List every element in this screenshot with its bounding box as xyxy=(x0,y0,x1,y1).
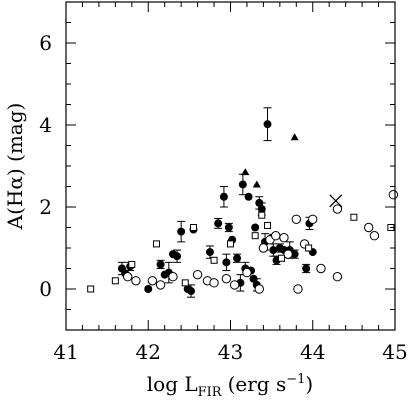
open-square-point xyxy=(152,240,160,248)
open-square-point xyxy=(227,240,234,248)
open-square-point xyxy=(251,232,259,240)
y-axis-label: A(Hα) (mag) xyxy=(3,103,27,231)
filled-circle-point xyxy=(222,258,231,267)
x-tick-label: 45 xyxy=(382,340,407,364)
open-circle-point xyxy=(332,272,343,282)
x-tick-label: 43 xyxy=(218,340,243,364)
open-circle-point xyxy=(271,231,281,241)
x-tick-label: 41 xyxy=(53,340,78,364)
filled-circle-point xyxy=(290,250,299,259)
filled-circle-point xyxy=(238,180,247,189)
filled-circle-point xyxy=(219,192,228,201)
open-circle-point xyxy=(131,276,141,286)
open-circle-point xyxy=(192,269,203,280)
filled-triangle-point xyxy=(252,180,261,188)
filled-circle-point xyxy=(187,287,196,296)
x-tick-label: 44 xyxy=(300,340,325,364)
x-axis-label-units: (erg s xyxy=(228,372,287,396)
filled-circle-point xyxy=(302,264,311,273)
filled-circle-point xyxy=(205,248,214,257)
open-circle-point xyxy=(316,263,326,274)
open-circle-point xyxy=(229,280,240,290)
y-tick-label: 6 xyxy=(39,31,52,55)
open-square-point xyxy=(128,260,136,268)
filled-circle-point xyxy=(251,223,260,232)
open-square-point xyxy=(189,224,197,231)
filled-circle-point xyxy=(156,260,165,269)
filled-triangle-point xyxy=(290,133,299,141)
x-axis-label-subscript: FIR xyxy=(198,385,223,400)
open-square-point xyxy=(350,213,358,221)
x-tick-label: 42 xyxy=(136,340,161,364)
x-axis-label-main: log L xyxy=(147,372,198,396)
open-circle-point xyxy=(308,214,318,225)
open-circle-point xyxy=(209,278,219,288)
open-square-point xyxy=(87,285,95,293)
open-circle-point xyxy=(283,249,293,259)
open-square-point xyxy=(277,254,285,262)
filled-circle-point xyxy=(263,120,272,129)
open-square-point xyxy=(258,211,266,219)
open-circle-point xyxy=(242,267,252,278)
plot-marks xyxy=(87,107,399,298)
open-circle-point xyxy=(168,272,178,282)
open-circle-point xyxy=(155,280,166,290)
open-square-point xyxy=(181,279,189,287)
axis-ticks xyxy=(65,1,396,331)
open-circle-point xyxy=(254,284,264,294)
open-circle-point xyxy=(279,233,289,243)
open-circle-point xyxy=(221,274,232,284)
open-square-point xyxy=(111,277,119,285)
open-square-point xyxy=(305,244,313,252)
filled-circle-point xyxy=(173,252,182,261)
open-circle-point xyxy=(291,214,301,225)
open-circle-point xyxy=(122,272,133,282)
open-circle-point xyxy=(147,276,158,286)
filled-circle-point xyxy=(257,205,266,214)
x-axis-label-close: ) xyxy=(305,372,313,396)
filled-circle-point xyxy=(144,285,153,293)
y-tick-label: 4 xyxy=(39,113,52,137)
open-circle-point xyxy=(258,243,269,253)
open-circle-point xyxy=(363,222,374,233)
open-circle-point xyxy=(388,190,399,200)
filled-circle-point xyxy=(233,254,242,263)
cross-point xyxy=(329,194,343,208)
tick-labels: 41 42 43 44 45 0 2 4 6 xyxy=(39,31,407,364)
open-circle-point xyxy=(369,231,380,241)
filled-triangle-point xyxy=(241,168,250,176)
filled-circle-point xyxy=(214,219,223,228)
filled-circle-point xyxy=(269,246,278,255)
x-axis-label-superscript: −1 xyxy=(286,372,305,387)
y-tick-label: 0 xyxy=(39,277,52,301)
x-axis-label: log LFIR (erg s−1) xyxy=(147,372,313,400)
filled-circle-point xyxy=(244,192,253,201)
open-circle-point xyxy=(293,284,303,294)
open-square-point xyxy=(210,256,218,264)
filled-circle-point xyxy=(177,227,186,236)
open-circle-point xyxy=(332,204,343,214)
open-square-point xyxy=(264,221,272,229)
y-tick-label: 2 xyxy=(39,195,52,219)
filled-circle-point xyxy=(224,223,233,232)
